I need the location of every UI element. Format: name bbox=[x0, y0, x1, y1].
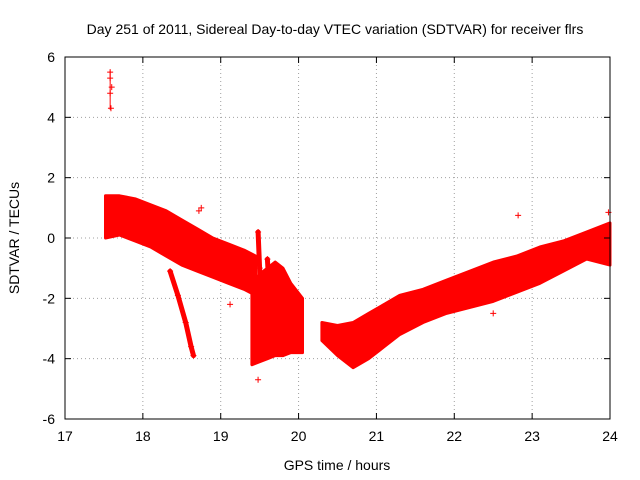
vertical-streak-1-point bbox=[260, 337, 267, 344]
outlier-point bbox=[227, 301, 234, 308]
outlier-point bbox=[198, 204, 205, 211]
vertical-streak-2-point bbox=[265, 283, 272, 290]
y-tick-label: 0 bbox=[47, 230, 55, 246]
x-tick-label: 19 bbox=[213, 428, 229, 444]
y-tick-label: 4 bbox=[47, 109, 55, 125]
x-tick-label: 22 bbox=[446, 428, 462, 444]
y-tick-label: 6 bbox=[47, 49, 55, 65]
outlier-point bbox=[195, 207, 202, 214]
band-segment-c bbox=[320, 221, 612, 370]
outlier-point bbox=[107, 105, 114, 112]
x-tick-label: 17 bbox=[57, 428, 73, 444]
x-tick-label: 21 bbox=[369, 428, 385, 444]
vertical-streak-2-point bbox=[264, 256, 271, 263]
vertical-streak-1-point bbox=[255, 228, 262, 235]
vertical-streak-1 bbox=[255, 229, 266, 344]
y-tick-label: 2 bbox=[47, 170, 55, 186]
outlier-point bbox=[490, 310, 497, 317]
outlier-point bbox=[108, 84, 115, 91]
x-tick-label: 24 bbox=[602, 428, 618, 444]
band-segment-a bbox=[104, 194, 258, 297]
outlier-point bbox=[605, 209, 612, 216]
x-tick-label: 23 bbox=[524, 428, 540, 444]
x-axis-label: GPS time / hours bbox=[284, 457, 391, 473]
diagonal-streak-1 bbox=[167, 268, 196, 359]
y-tick-label: -6 bbox=[43, 411, 56, 427]
chart-title: Day 251 of 2011, Sidereal Day-to-day VTE… bbox=[87, 21, 584, 37]
outlier-point bbox=[515, 212, 522, 219]
outlier-point bbox=[107, 69, 114, 76]
x-tick-label: 18 bbox=[135, 428, 151, 444]
grid-layer bbox=[65, 57, 610, 419]
y-tick-label: -4 bbox=[43, 351, 56, 367]
diagonal-streak-1-point bbox=[174, 292, 181, 299]
data-layer bbox=[104, 69, 612, 383]
y-axis-label: SDTVAR / TECUs bbox=[6, 182, 22, 294]
diagonal-streak-1-point bbox=[167, 268, 174, 275]
outlier-point bbox=[107, 90, 114, 97]
vertical-streak-1-point bbox=[258, 307, 265, 314]
x-tick-label: 20 bbox=[291, 428, 307, 444]
diagonal-streak-1-point bbox=[190, 352, 197, 359]
vertical-streak-2-point bbox=[268, 310, 275, 317]
vertical-streak-1-point bbox=[256, 265, 263, 272]
diagonal-streak-1-point bbox=[188, 343, 195, 350]
outlier-point bbox=[255, 376, 262, 383]
y-tick-label: -2 bbox=[43, 290, 56, 306]
diagonal-streak-1-point bbox=[182, 319, 189, 326]
outlier-point bbox=[107, 75, 114, 82]
